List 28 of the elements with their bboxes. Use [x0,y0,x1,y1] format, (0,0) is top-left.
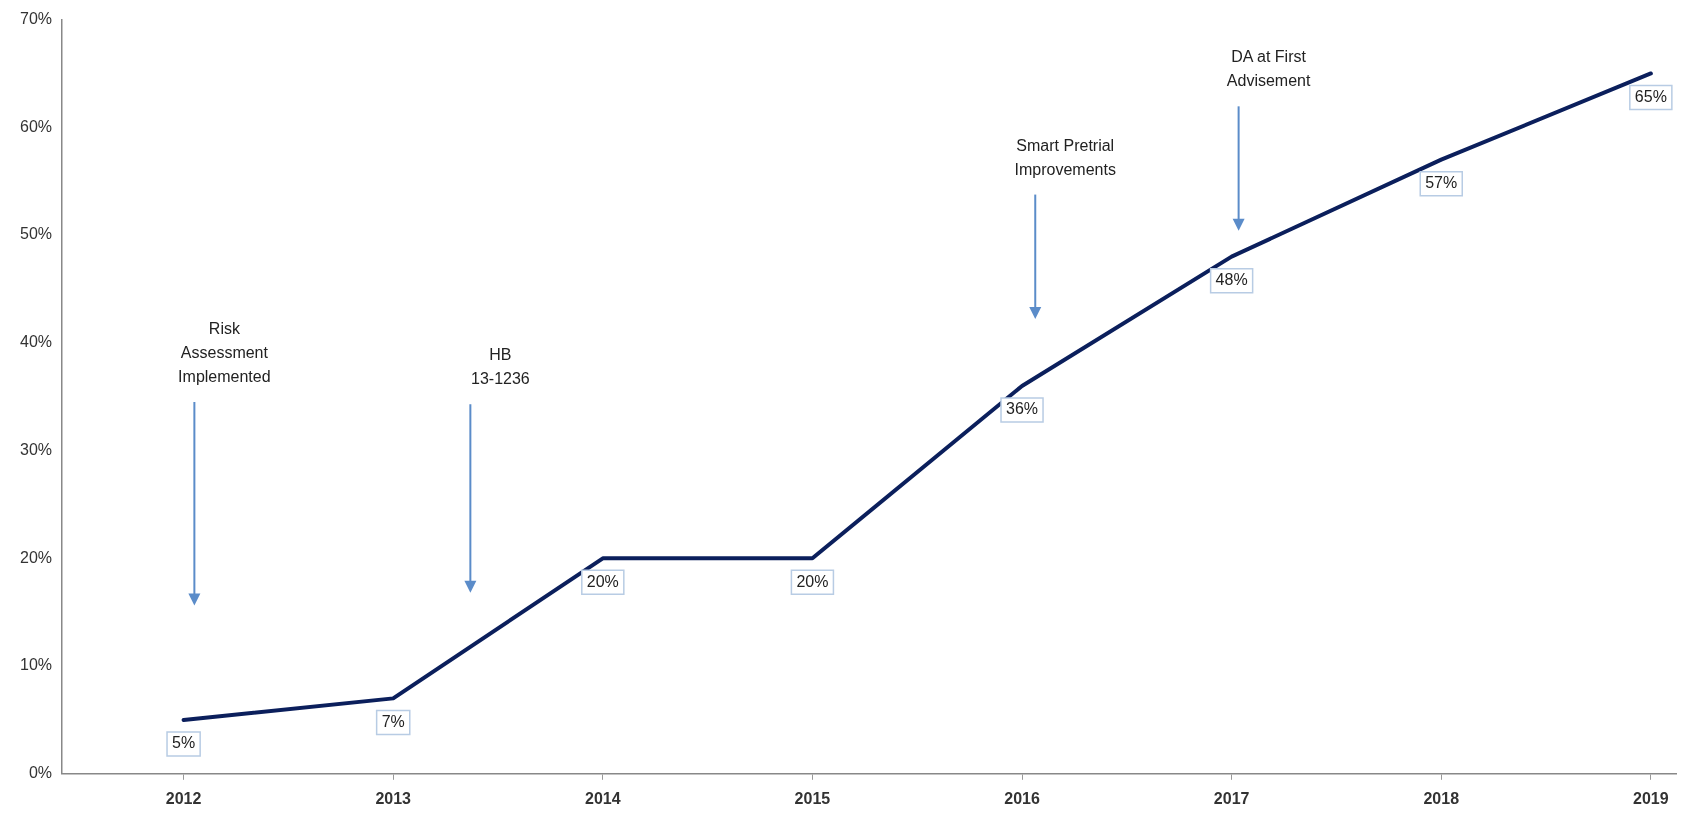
data-label: 7% [381,712,405,730]
x-tick-label: 2018 [1423,789,1460,807]
annotation: HB 13-1236 [471,346,530,388]
x-tick-label: 2015 [794,789,831,807]
y-tick-label: 40% [19,333,53,351]
x-tick-label: 2013 [375,789,412,807]
x-tick-label: 2019 [1633,789,1669,807]
y-tick-label: 20% [19,548,53,566]
x-tick-label: 2014 [585,789,621,807]
data-label: 48% [1215,271,1248,289]
annotation: Risk Assessment Implemented [178,319,271,385]
x-tick-label: 2016 [1004,789,1040,807]
annotation: Smart Pretrial Improvements [1014,136,1116,178]
data-label: 20% [796,572,829,590]
y-tick-label: 30% [19,440,53,458]
y-tick-label: 60% [19,117,53,135]
x-tick-label: 2017 [1213,789,1250,807]
data-label: 65% [1634,87,1667,105]
y-tick-label: 50% [19,225,53,243]
y-tick-label: 70% [19,10,53,28]
data-label: 5% [172,734,196,752]
y-tick-label: 10% [19,656,53,674]
y-tick-label: 0% [28,764,53,782]
data-label: 57% [1425,174,1458,192]
annotation: DA at First Advisement [1226,48,1311,90]
data-label: 20% [586,572,619,590]
data-label: 36% [1006,400,1039,418]
x-tick-label: 2012 [165,789,202,807]
